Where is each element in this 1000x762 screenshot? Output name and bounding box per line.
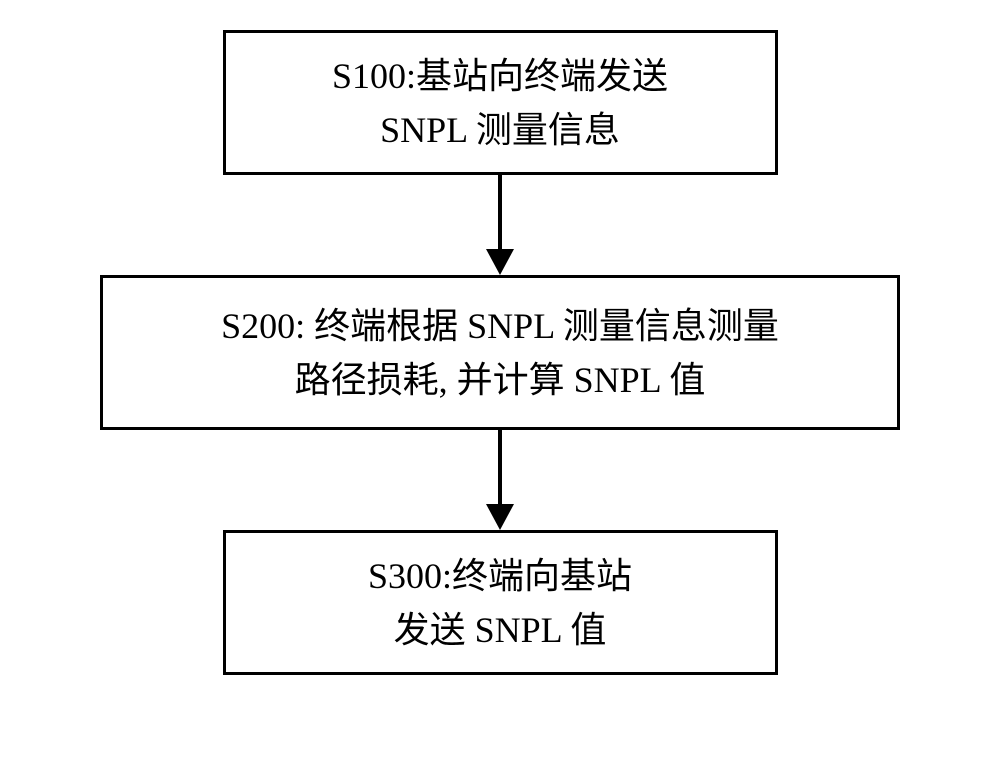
flowchart-node-s100: S100:基站向终端发送 SNPL 测量信息 (223, 30, 778, 175)
flowchart-node-s300: S300:终端向基站 发送 SNPL 值 (223, 530, 778, 675)
flowchart-node-s200: S200: 终端根据 SNPL 测量信息测量 路径损耗, 并计算 SNPL 值 (100, 275, 900, 430)
arrow-head-icon (486, 504, 514, 530)
flowchart-container: S100:基站向终端发送 SNPL 测量信息 S200: 终端根据 SNPL 测… (100, 30, 900, 675)
flowchart-arrow-1 (486, 175, 514, 275)
node-s100-line1: S100:基站向终端发送 (332, 49, 668, 103)
arrow-head-icon (486, 249, 514, 275)
node-s100-line2: SNPL 测量信息 (380, 103, 620, 157)
node-s200-line1: S200: 终端根据 SNPL 测量信息测量 (221, 299, 779, 353)
node-s300-line1: S300:终端向基站 (368, 549, 632, 603)
node-s200-line2: 路径损耗, 并计算 SNPL 值 (295, 353, 706, 407)
arrow-line-icon (498, 175, 502, 249)
arrow-line-icon (498, 430, 502, 504)
flowchart-arrow-2 (486, 430, 514, 530)
node-s300-line2: 发送 SNPL 值 (394, 603, 607, 657)
